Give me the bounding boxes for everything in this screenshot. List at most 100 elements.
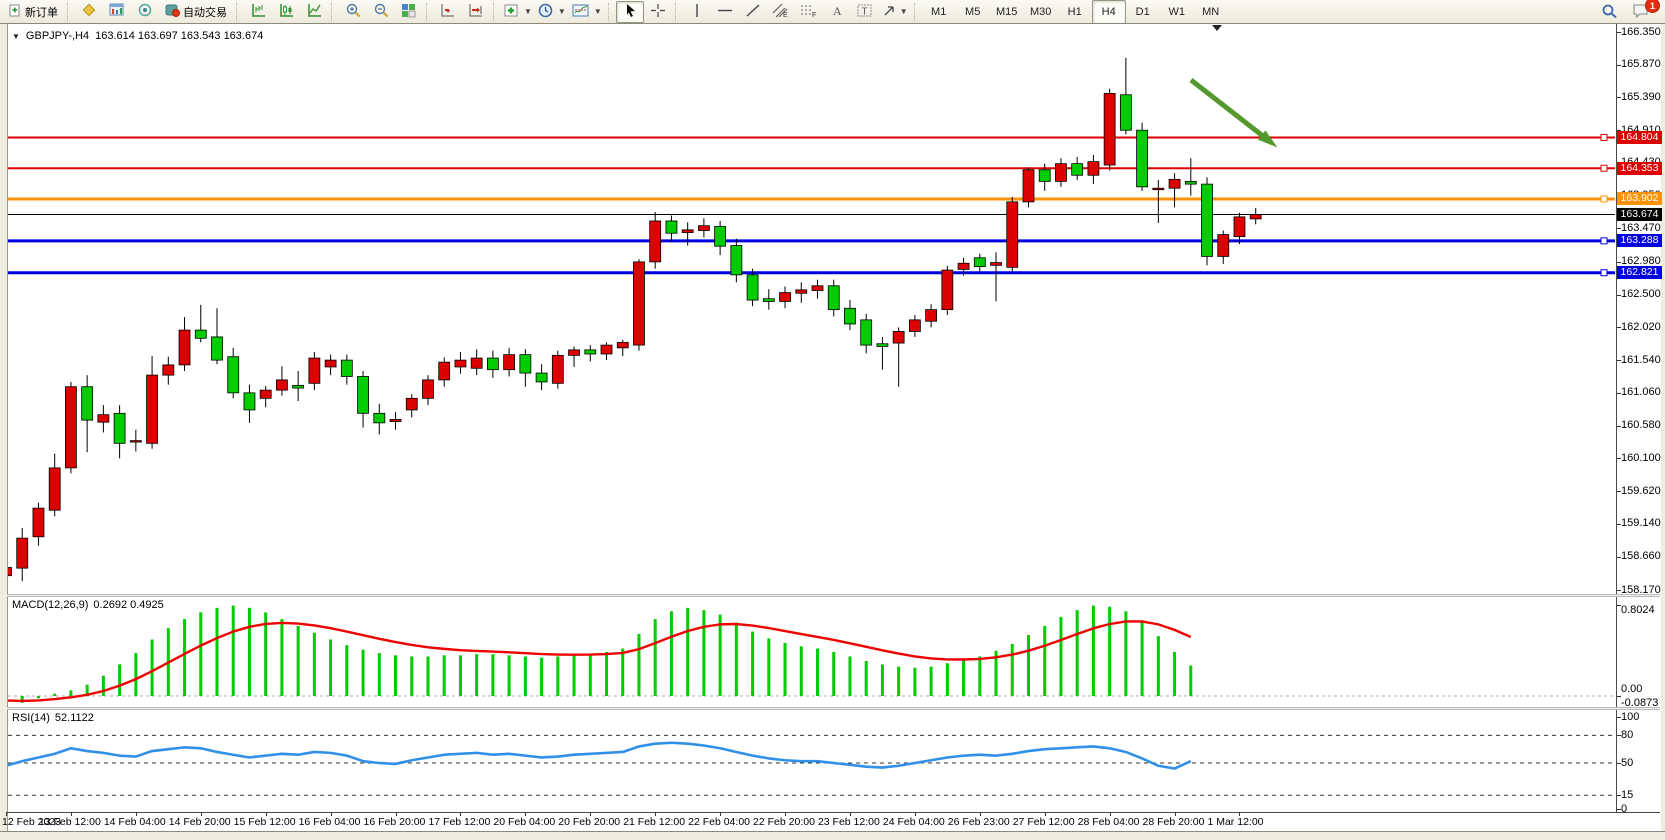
auto-scroll-button[interactable] [434,1,462,23]
timeframe-button-M15[interactable]: M15 [995,5,1018,18]
timeframe-button-M30[interactable]: M30 [1029,5,1052,18]
time-tick-label: 23 Feb 12:00 [817,816,880,828]
candle [438,357,451,387]
chart-shift-button[interactable] [462,1,490,23]
separator [331,2,336,21]
channel-tool-button[interactable]: E [767,1,795,23]
price-badge-164.353: 164.353 [1617,161,1662,175]
time-tick-label: 17 Feb 12:00 [428,816,491,828]
trend-annotation-arrow[interactable] [1189,78,1270,142]
rsi-axis-100: 100 [1621,711,1640,723]
new-order-button[interactable]: 新订单 [3,1,64,23]
candle [551,350,564,389]
dropdown-arrow-icon: ▼ [899,7,908,16]
candle [1249,207,1262,225]
timeframe-button-H1[interactable]: H1 [1067,5,1082,18]
cursor-tool-button[interactable] [615,0,644,23]
crosshair-tool-button[interactable] [644,1,672,23]
data-window-button[interactable] [103,1,131,23]
timeframe-bar: M1 M5 M15 M30 H1 H4 D1 W1 MN [922,0,1228,24]
label-tool-button[interactable]: T [851,1,879,23]
fibonacci-tool-button[interactable]: F [795,1,823,23]
price-tick-label: 159.140 [1621,517,1661,530]
zoom-out-icon [373,3,389,21]
timeframe-button-H4[interactable]: H4 [1091,0,1126,24]
text-tool-button[interactable]: A [823,1,851,23]
time-tick-mark [655,812,657,816]
rsi-axis-0: 0 [1621,803,1628,815]
timeframe-button-M5[interactable]: M5 [965,5,981,18]
line-handle[interactable] [1600,237,1608,245]
macd-axis-max: 0.8024 [1621,604,1655,617]
macd-panel-divider[interactable] [7,594,1660,597]
candle [681,222,694,246]
zoom-out-button[interactable] [367,1,395,23]
candle [876,336,889,370]
arrows-icon [882,3,896,21]
horizontal-line-tool-button[interactable] [711,1,739,23]
one-click-trading-toggle[interactable]: ▼ [12,31,20,41]
candle [1103,88,1116,171]
price-tick-label: 162.500 [1621,288,1661,301]
timeframe-button-W1[interactable]: W1 [1168,5,1185,18]
time-tick-label: 22 Feb 04:00 [688,816,750,828]
candle [665,215,678,242]
candle [827,279,840,317]
search-button[interactable] [1595,1,1623,23]
candle [1119,57,1132,135]
cursor-icon [623,3,637,21]
line-handle[interactable] [1600,195,1608,203]
chart-shift-marker[interactable] [1212,25,1222,31]
tile-windows-icon [401,3,417,21]
templates-button[interactable]: ▼ [569,1,605,23]
candle [8,567,12,577]
trendline-icon [745,3,761,21]
macd-tick-mark [1616,605,1621,607]
bar-chart-button[interactable] [244,1,272,23]
line-handle[interactable] [1600,133,1608,141]
timeframe-button-M1[interactable]: M1 [931,5,947,18]
candle [568,346,580,367]
time-tick-label: 28 Feb 04:00 [1077,816,1140,828]
timeframe-button-D1[interactable]: D1 [1135,5,1150,18]
auto-trading-icon [165,3,180,20]
chat-button[interactable]: 1 [1627,0,1660,23]
time-tick-mark [525,812,527,816]
window-frame-bottom [0,831,1665,840]
time-tick-label: 20 Feb 04:00 [493,816,556,828]
auto-trading-button[interactable]: 自动交易 [159,1,233,23]
candle [714,220,727,256]
price-tick-mark [1616,228,1621,230]
trendline-tool-button[interactable] [739,1,767,23]
vertical-line-tool-button[interactable] [683,1,711,23]
time-tick-label: 24 Feb 04:00 [882,816,945,828]
svg-text:E: E [783,12,788,18]
signals-button[interactable] [131,1,159,23]
line-chart-button[interactable] [300,1,328,23]
periods-button[interactable]: ▼ [535,1,569,23]
candle [730,238,743,283]
price-tick-label: 161.060 [1621,386,1661,399]
candle [1087,154,1100,185]
indicators-button[interactable]: ▼ [501,1,535,23]
market-watch-button[interactable] [75,1,103,23]
time-tick-mark [265,812,267,816]
price-badge-162.821: 162.821 [1617,266,1662,280]
line-handle[interactable] [1600,164,1608,172]
macd-label: MACD(12,26,9) [12,599,89,611]
time-tick-label: 27 Feb 12:00 [1012,816,1075,828]
timeframe-button-MN[interactable]: MN [1202,5,1220,18]
candle [373,403,386,435]
candle [811,279,824,299]
rsi-panel-divider[interactable] [7,707,1660,710]
candle [162,356,175,385]
candle [697,218,710,238]
tile-windows-button[interactable] [395,1,423,23]
candle [584,345,597,362]
zoom-in-button[interactable] [339,1,367,23]
line-handle[interactable] [1600,269,1608,277]
candlestick-button[interactable] [272,1,300,23]
arrows-tool-button[interactable]: ▼ [879,1,911,23]
